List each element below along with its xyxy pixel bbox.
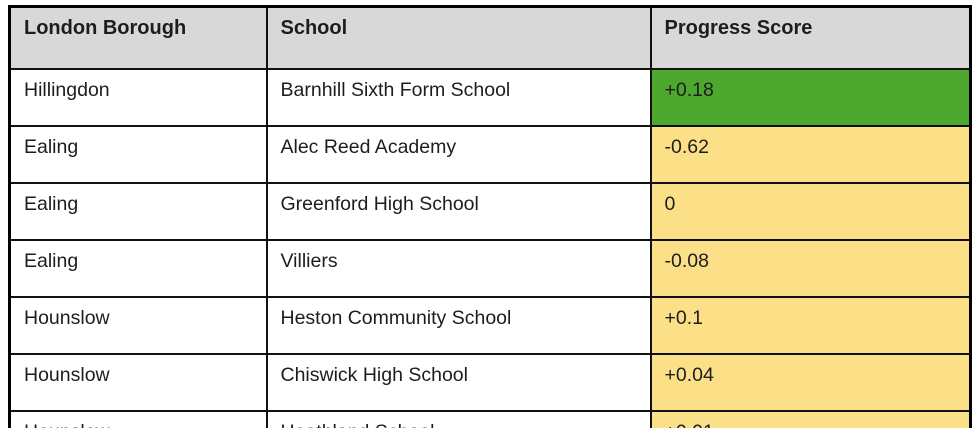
borough-cell: Hounslow (8, 410, 268, 428)
table-row: Hounslow Chiswick High School +0.04 (8, 353, 972, 412)
score-cell: +0.01 (649, 410, 972, 428)
borough-cell: Ealing (8, 239, 268, 298)
header-row: London Borough School Progress Score (8, 5, 972, 70)
borough-cell: Ealing (8, 125, 268, 184)
column-header-progress-score: Progress Score (649, 5, 972, 70)
school-cell: Barnhill Sixth Form School (265, 68, 652, 127)
borough-cell: Hillingdon (8, 68, 268, 127)
score-cell: 0 (649, 182, 972, 241)
progress-score-table: London Borough School Progress Score Hil… (8, 5, 972, 428)
column-header-school: School (265, 5, 652, 70)
column-header-london-borough: London Borough (8, 5, 268, 70)
table-row: Ealing Villiers -0.08 (8, 239, 972, 298)
borough-cell: Hounslow (8, 353, 268, 412)
school-cell: Heston Community School (265, 296, 652, 355)
table-row: Ealing Alec Reed Academy -0.62 (8, 125, 972, 184)
school-cell: Heathland School (265, 410, 652, 428)
table-row: Hillingdon Barnhill Sixth Form School +0.1… (8, 68, 972, 127)
score-cell: +0.18 (649, 68, 972, 127)
school-cell: Alec Reed Academy (265, 125, 652, 184)
score-cell: +0.04 (649, 353, 972, 412)
score-cell: -0.62 (649, 125, 972, 184)
school-cell: Greenford High School (265, 182, 652, 241)
table-row: HounslowHeathland School+0.01 (8, 410, 972, 428)
borough-cell: Ealing (8, 182, 268, 241)
table-body: Hillingdon Barnhill Sixth Form School +0.1… (8, 68, 972, 428)
score-cell: +0.1 (649, 296, 972, 355)
school-cell: Chiswick High School (265, 353, 652, 412)
borough-cell: Hounslow (8, 296, 268, 355)
table-row: Ealing Greenford High School 0 (8, 182, 972, 241)
school-cell: Villiers (265, 239, 652, 298)
score-cell: -0.08 (649, 239, 972, 298)
table-row: Hounslow Heston Community School +0.1 (8, 296, 972, 355)
